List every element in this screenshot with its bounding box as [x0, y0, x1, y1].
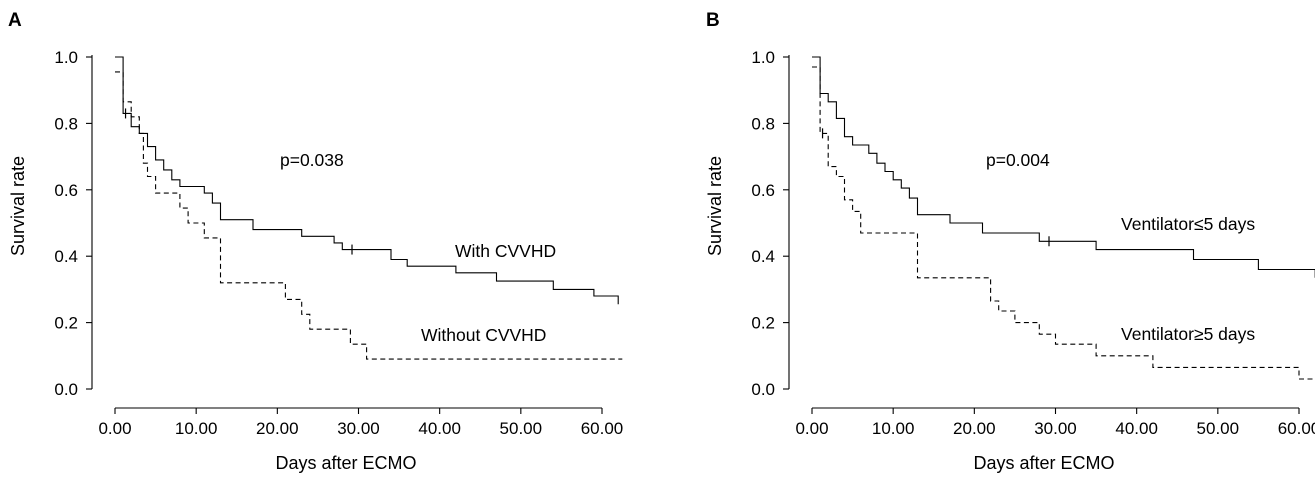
legend-label: With CVVHD	[455, 241, 556, 261]
y-tick-label: 0.6	[751, 181, 775, 200]
panel-b: B 0.0 0.2 0.4 0.6 0.8 1.0 0.00 10.00 20.00 30.00 4…	[705, 10, 1315, 473]
panel-a: A 0.0 0.2 0.4 0.6 0.8 1.0 0.00 10.00 20.00 30.00 4…	[8, 10, 623, 473]
tick-layer: 0.0 0.2 0.4 0.6 0.8 1.0 0.00 10.00 20.00 30.00 40.…	[54, 48, 623, 438]
y-tick-label: 0.4	[751, 247, 775, 266]
y-tick-label: 0.8	[751, 114, 775, 133]
x-tick-label: 60.00	[1278, 419, 1315, 438]
series-ventilator-5-days-line	[812, 66, 1315, 380]
y-axis-label: Survival rate	[8, 156, 28, 256]
x-tick-label: 10.00	[175, 419, 218, 438]
x-axis-label: Days after ECMO	[275, 453, 416, 473]
p-value-annotation: p=0.038	[280, 150, 344, 170]
y-tick-label: 1.0	[751, 48, 775, 67]
y-axis-label: Survival rate	[705, 156, 725, 256]
x-tick-label: 50.00	[1197, 419, 1240, 438]
x-tick-label: 30.00	[1034, 419, 1077, 438]
series-ventilator-5-days-line	[812, 56, 1315, 278]
curves-layer	[812, 56, 1315, 380]
y-tick-label: 0.0	[54, 380, 78, 399]
x-tick-label: 0.00	[795, 419, 828, 438]
panel-letter: B	[706, 10, 720, 31]
y-tick-label: 0.6	[54, 181, 78, 200]
legend-label: Ventilator≤5 days	[1121, 214, 1255, 234]
x-axis-label: Days after ECMO	[973, 453, 1114, 473]
x-tick-label: 40.00	[1115, 419, 1158, 438]
series-with-cvvhd-line	[115, 56, 619, 305]
legend-label: Without CVVHD	[421, 325, 546, 345]
x-tick-label: 10.00	[872, 419, 915, 438]
y-tick-label: 1.0	[54, 48, 78, 67]
curves-layer	[115, 56, 623, 360]
x-tick-label: 60.00	[581, 419, 624, 438]
x-tick-label: 40.00	[418, 419, 461, 438]
x-tick-label: 30.00	[337, 419, 380, 438]
tick-layer: 0.0 0.2 0.4 0.6 0.8 1.0 0.00 10.00 20.00 30.00 40.…	[751, 48, 1315, 438]
y-tick-label: 0.4	[54, 247, 78, 266]
x-tick-label: 0.00	[98, 419, 131, 438]
x-tick-label: 50.00	[500, 419, 543, 438]
x-tick-label: 20.00	[256, 419, 299, 438]
x-tick-label: 20.00	[953, 419, 996, 438]
series-without-cvvhd-line	[115, 71, 623, 360]
y-tick-label: 0.8	[54, 114, 78, 133]
p-value-annotation: p=0.004	[986, 150, 1050, 170]
panel-letter: A	[8, 10, 22, 31]
y-tick-label: 0.2	[751, 314, 775, 333]
y-tick-label: 0.2	[54, 314, 78, 333]
y-tick-label: 0.0	[751, 380, 775, 399]
legend-label: Ventilator≥5 days	[1121, 324, 1255, 344]
